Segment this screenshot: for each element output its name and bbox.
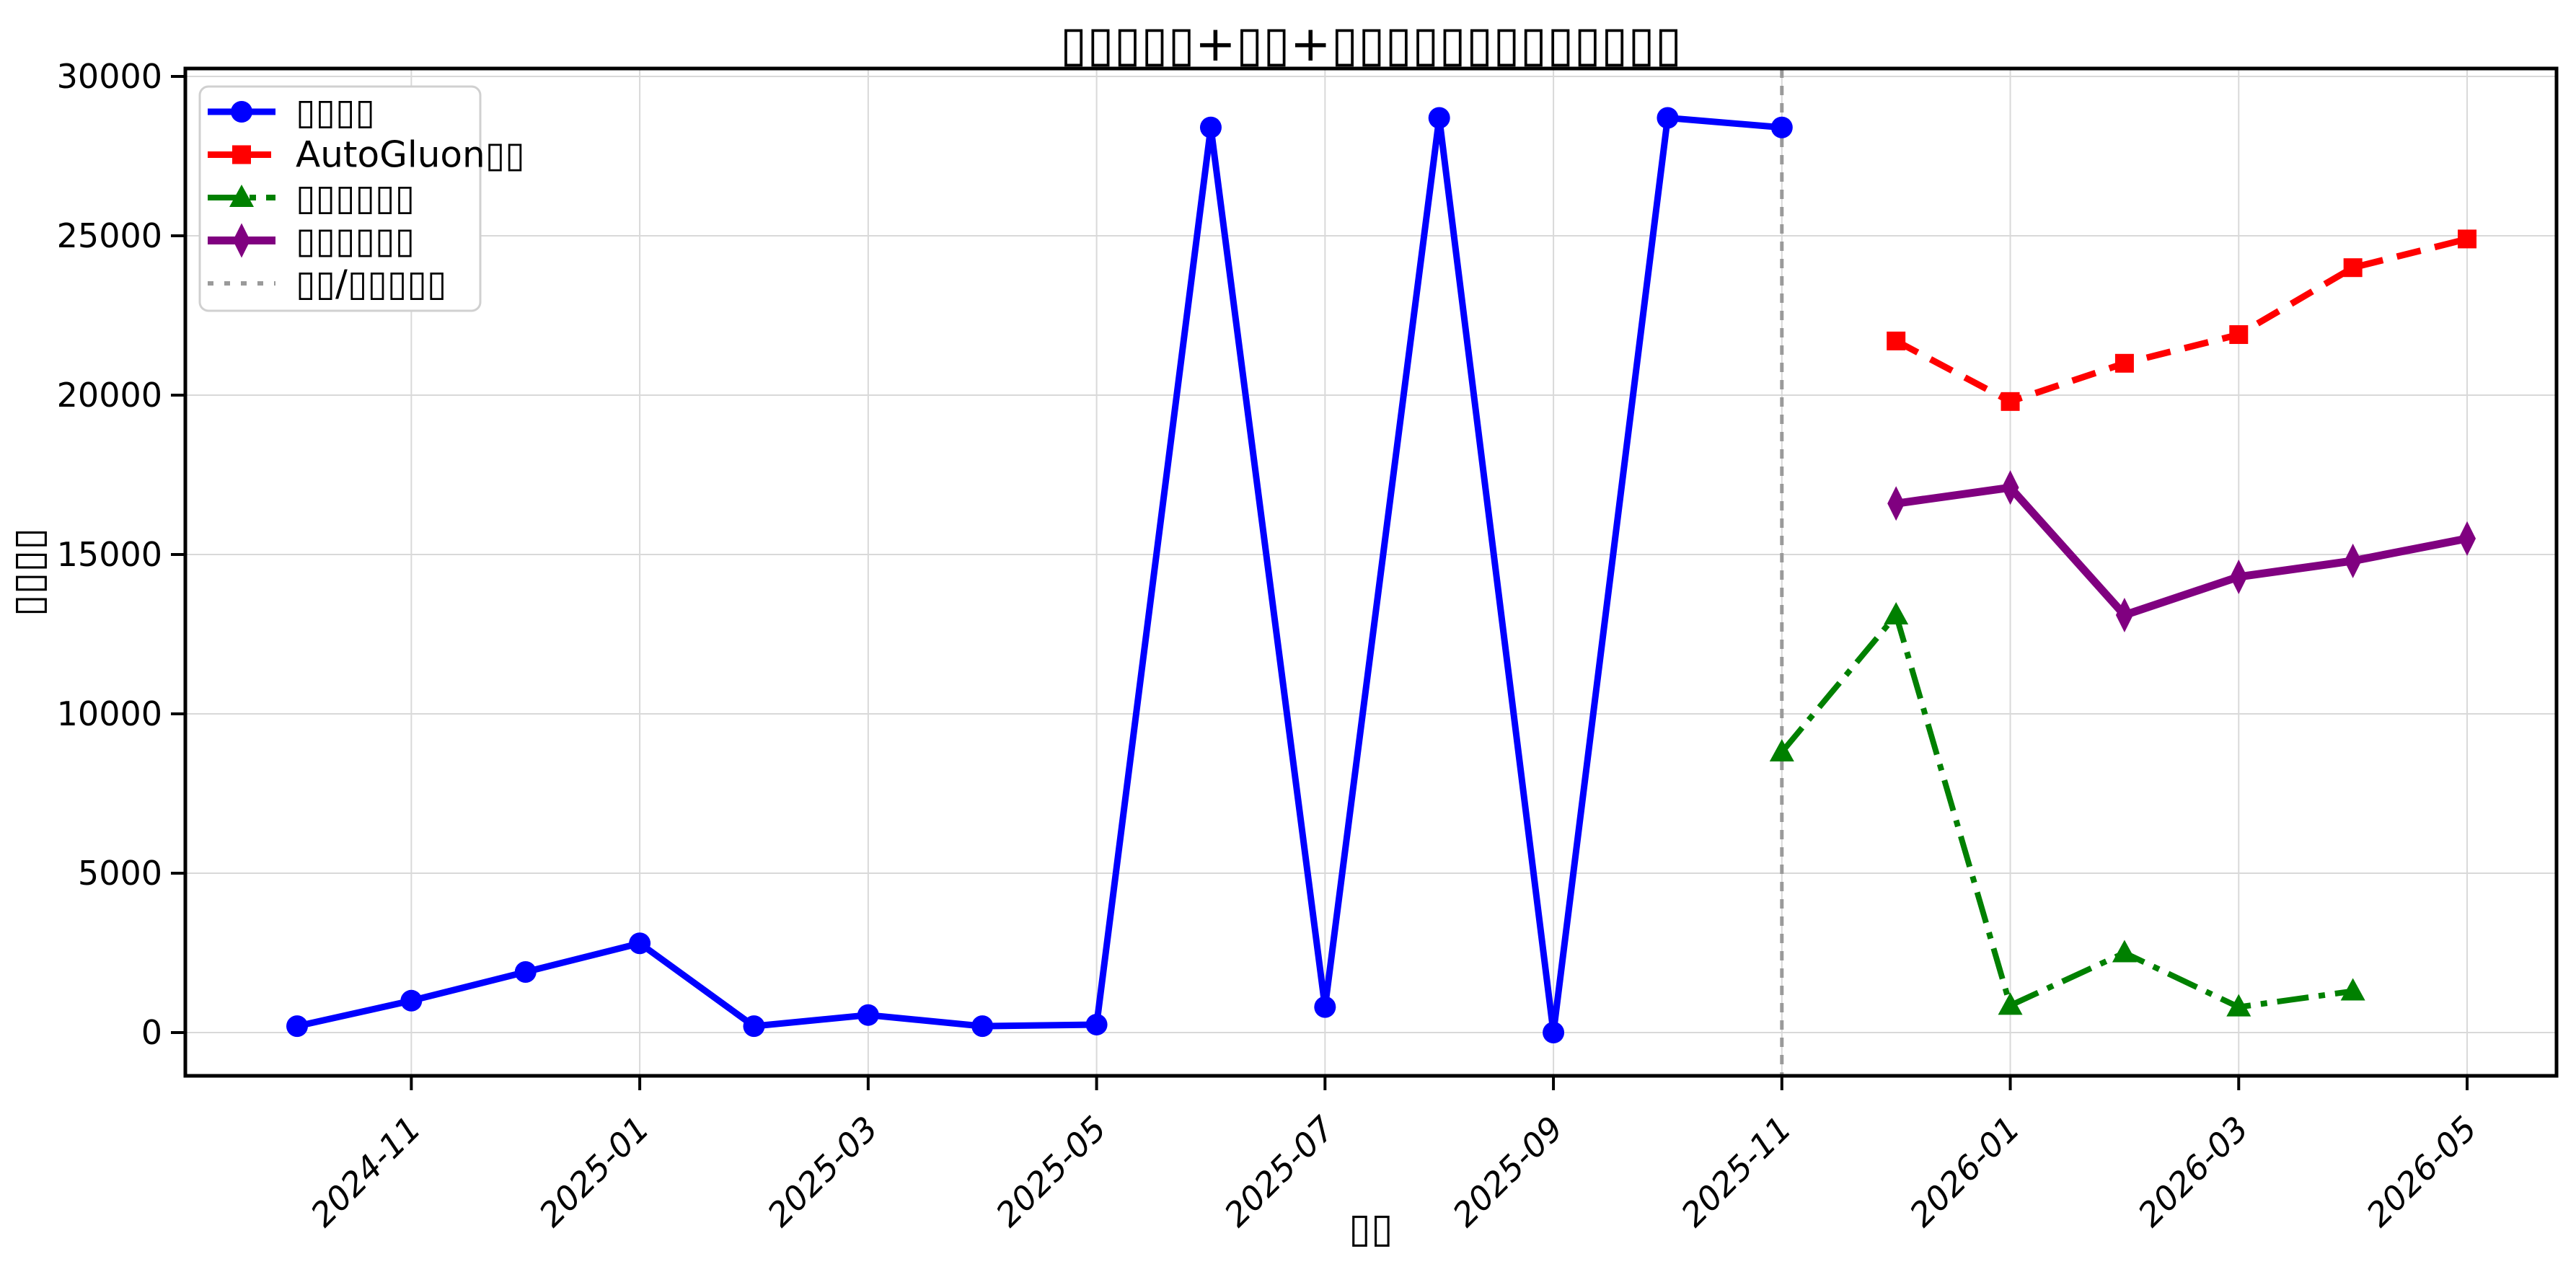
plot-border [183,66,2559,1078]
legend-item-autogluon-forecast: AutoGluon▯▯ [208,134,525,176]
history-marker [1199,116,1222,138]
autogluon-forecast-marker [1887,331,1906,350]
history-marker [629,932,651,955]
history-marker [1428,107,1450,129]
history-line [296,114,1783,1036]
seasonal-forecast-marker [1887,486,1905,521]
history-marker [1770,116,1793,138]
naive-forecast-marker [2112,940,2137,963]
naive-forecast-marker [2340,978,2365,1001]
history-marker [1085,1013,1108,1035]
autogluon-forecast-marker [2229,325,2249,345]
legend-item-naive-forecast: ▯▯▯▯▯▯ [208,177,415,218]
autogluon-forecast-marker [2114,353,2134,373]
y-tick-label: 30000 [57,57,162,96]
naive-forecast-marker [1998,992,2023,1015]
chart-title: ▯▯▯▯▯+▯▯+▯▯▯▯▯▯▯▯▯▯▯▯▯ [1060,16,1682,73]
y-tick-label: 10000 [57,694,162,733]
history-marker [971,1015,994,1038]
legend-item-history: ▯▯▯▯ [208,91,375,133]
seasonal-forecast-marker [2230,559,2248,594]
y-tick-label: 25000 [57,216,162,255]
history-marker [1657,107,1679,129]
legend: ▯▯▯▯AutoGluon▯▯▯▯▯▯▯▯▯▯▯▯▯▯▯▯/▯▯▯▯▯ [198,85,525,312]
y-tick-label: 5000 [78,854,162,893]
legend-sample-marker [229,185,254,207]
seasonal-forecast-marker [2001,470,2019,505]
autogluon-forecast-marker [2001,392,2020,411]
legend-box [198,85,482,312]
series-seasonal-forecast [1887,470,2476,632]
naive-forecast-line [1779,611,2354,1010]
tick-marks [171,75,2469,1090]
naive-forecast-marker [2226,994,2251,1017]
series-autogluon-forecast [1887,229,2477,411]
seasonal-forecast-marker [2458,521,2476,556]
legend-sample-marker [231,101,252,123]
legend-sample-marker [233,223,250,258]
seasonal-forecast-line [1895,483,2469,619]
history-marker [1543,1022,1565,1043]
legend-sample-marker [232,145,251,164]
y-axis-label: ▯▯▯▯ [5,528,52,617]
naive-forecast-marker [1769,739,1794,762]
history-marker [743,1015,765,1038]
y-tick-label: 20000 [57,376,162,415]
y-tick-label: 0 [141,1013,162,1052]
history-marker [1314,996,1336,1018]
legend-item-label: ▯▯▯▯ [296,91,375,133]
seasonal-forecast-marker [2115,597,2133,632]
y-tick-label: 15000 [57,535,162,574]
naive-forecast-marker [1884,601,1909,624]
series-history [286,107,1793,1043]
legend-item-label: ▯▯▯▯▯▯ [296,177,415,218]
legend-item-label: ▯▯▯▯▯▯ [296,220,415,262]
seasonal-forecast-marker [2344,543,2362,578]
series-naive-forecast [1769,601,2365,1017]
history-marker [857,1004,879,1026]
legend-item-forecast-split: ▯▯/▯▯▯▯▯ [208,262,446,304]
legend-item-seasonal-forecast: ▯▯▯▯▯▯ [208,220,415,262]
history-marker [286,1015,308,1038]
x-axis-label: ▯▯ [1349,1205,1393,1252]
autogluon-forecast-marker [2458,229,2477,249]
autogluon-forecast-line [1894,236,2469,405]
legend-item-label: AutoGluon▯▯ [296,134,525,176]
legend-item-label: ▯▯/▯▯▯▯▯ [296,262,446,304]
history-marker [514,961,537,984]
autogluon-forecast-marker [2343,258,2363,278]
history-marker [400,989,423,1012]
